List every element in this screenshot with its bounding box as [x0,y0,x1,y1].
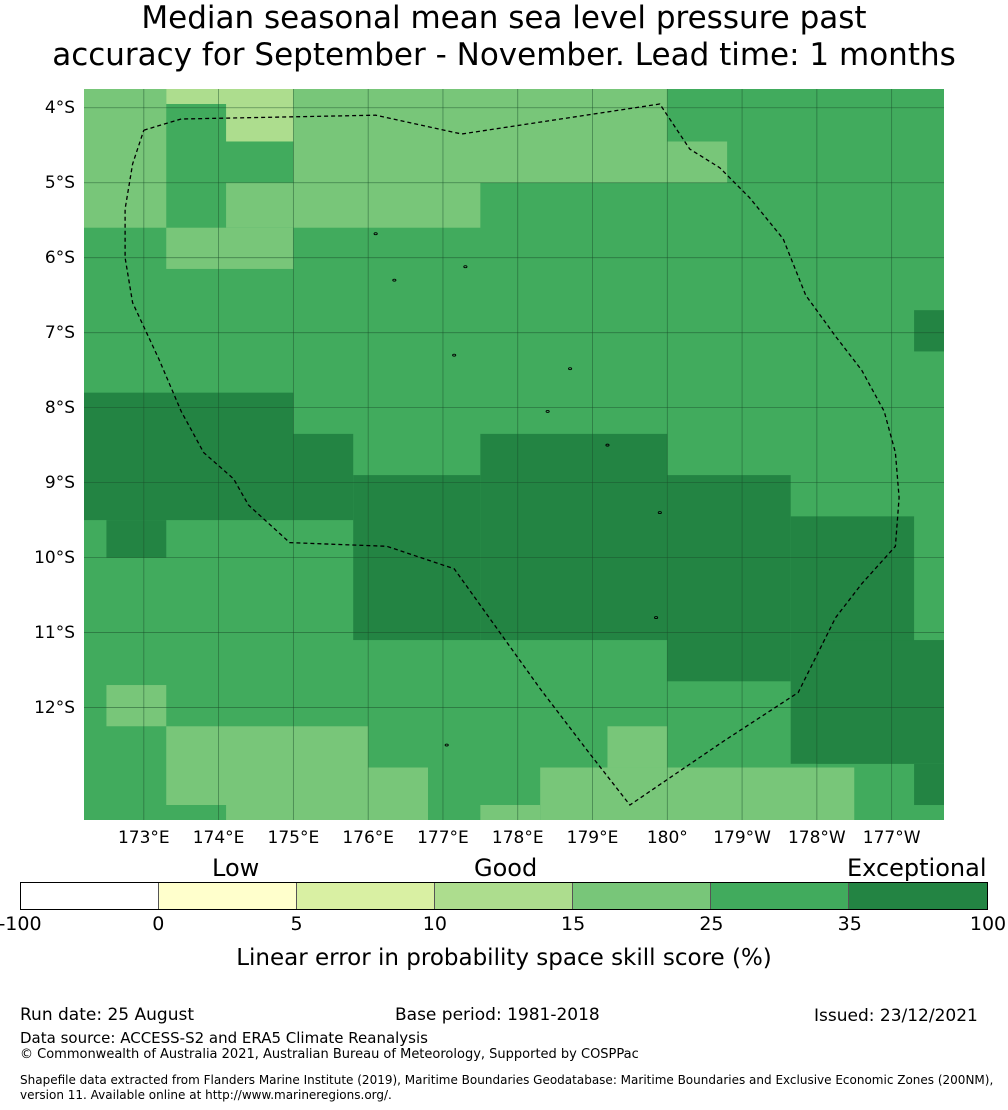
lat-label: 10°S [34,547,75,568]
colorbar-segment [21,883,159,909]
colorbar-tick-label: -100 [0,913,42,935]
skill-cell [540,767,855,820]
skill-cell [667,141,728,183]
skill-cell [166,726,369,806]
colorbar-tick-label: 15 [561,913,586,935]
skill-cell [914,763,944,806]
island [654,616,659,620]
lon-label: 180° [646,828,688,848]
lat-label: 6°S [44,247,75,268]
skill-cell [480,805,541,820]
skill-cell [293,433,354,521]
island [392,278,397,282]
lon-label: 178°E [491,828,544,848]
colorbar-segment [435,883,573,909]
colorbar-tick-label: 100 [969,913,1007,935]
island [568,367,573,371]
legend-category-exceptional: Exceptional [847,854,987,882]
skill-cell [480,433,668,641]
lat-label: 12°S [34,697,75,718]
colorbar-tick-label: 35 [837,913,862,935]
lon-label: 175°E [267,828,320,848]
colorbar-tick-label: 10 [422,913,447,935]
skill-cell [914,310,944,352]
colorbar-segment [297,883,435,909]
lat-label: 7°S [44,322,75,343]
colorbar [20,882,988,910]
legend-category-low: Low [212,854,260,882]
issued-date: Issued: 23/12/2021 [814,1006,978,1026]
skill-cell [607,726,668,768]
colorbar-tick-label: 25 [699,913,724,935]
shapefile-credit-line-1: Shapefile data extracted from Flanders M… [20,1073,994,1087]
skill-cell [106,520,167,558]
map-title-line-1: Median seasonal mean sea level pressure … [141,0,867,36]
lon-label: 179°W [713,828,771,848]
run-date: Run date: 25 August [20,1005,194,1025]
lon-label: 174°E [192,828,245,848]
colorbar-label: Linear error in probability space skill … [236,945,772,971]
island [657,511,662,515]
island [444,743,449,747]
skill-cell [84,89,167,228]
lon-label: 177°E [417,828,469,848]
island [463,265,468,269]
island [605,443,610,447]
skill-cell [816,640,944,764]
colorbar-segment [159,883,297,909]
colorbar-segment [849,883,987,909]
shapefile-credit-line-2: version 11. Available online at http://w… [20,1088,392,1102]
lat-label: 9°S [44,472,75,493]
island [452,353,457,357]
skill-cell [166,89,294,104]
lon-label: 177°W [862,828,921,848]
island [373,232,378,236]
base-period: Base period: 1981-2018 [395,1005,600,1025]
skill-cell [368,767,428,820]
copyright: © Commonwealth of Australia 2021, Austra… [20,1047,639,1062]
lat-label: 11°S [34,622,75,643]
skill-cell [166,227,294,269]
island [545,409,550,413]
legend-category-good: Good [474,854,538,882]
skill-cell [226,182,481,228]
map-title-line-2: accuracy for September - November. Lead … [52,37,956,73]
lat-label: 8°S [44,397,75,418]
data-source: Data source: ACCESS-S2 and ERA5 Climate … [20,1029,428,1047]
skill-map [84,89,944,820]
skill-cell [106,685,167,727]
colorbar-segment [711,883,849,909]
lat-label: 4°S [44,97,75,118]
colorbar-tick-label: 5 [290,913,303,935]
lat-label: 5°S [44,172,75,193]
skill-cell [84,392,294,521]
skill-cell [667,475,791,682]
lon-label: 178°W [787,828,846,848]
skill-cell [226,805,369,820]
colorbar-tick-label: 0 [152,913,165,935]
eez-boundary [124,103,900,806]
skill-cell [293,89,668,183]
lon-label: 173°E [117,828,170,848]
colorbar-segment [573,883,711,909]
lon-label: 176°E [342,828,395,848]
lon-label: 179°E [566,828,619,848]
